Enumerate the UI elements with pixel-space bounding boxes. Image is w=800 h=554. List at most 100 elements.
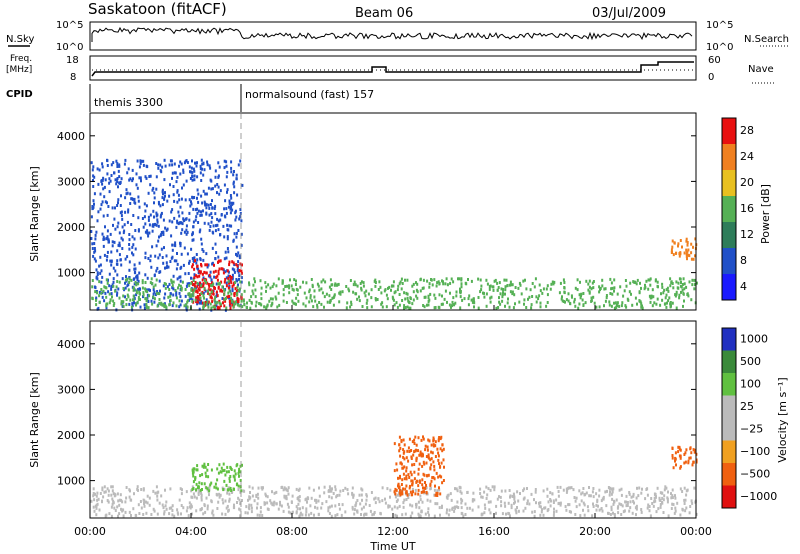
heatmap-cell	[533, 510, 536, 514]
heatmap-cell	[408, 437, 411, 441]
heatmap-cell	[127, 288, 130, 292]
heatmap-cell	[175, 180, 178, 184]
heatmap-cell	[98, 294, 101, 298]
heatmap-cell	[238, 269, 241, 272]
heatmap-cell	[239, 287, 241, 291]
heatmap-cell	[168, 219, 171, 223]
heatmap-cell	[190, 247, 193, 251]
heatmap-cell	[223, 166, 226, 170]
heatmap-cell	[409, 503, 412, 507]
heatmap-cell	[225, 211, 228, 215]
heatmap-cell	[179, 244, 182, 248]
heatmap-cell	[149, 183, 152, 187]
heatmap-cell	[197, 493, 200, 496]
heatmap-cell	[117, 514, 119, 518]
heatmap-cell	[666, 301, 668, 305]
heatmap-cell	[585, 491, 588, 495]
heatmap-cell	[198, 481, 201, 485]
heatmap-cell	[116, 204, 119, 207]
heatmap-cell	[612, 511, 614, 515]
heatmap-cell	[671, 502, 674, 506]
heatmap-cell	[417, 484, 420, 488]
heatmap-cell	[240, 296, 243, 300]
heatmap-cell	[242, 298, 245, 302]
heatmap-cell	[278, 303, 281, 307]
heatmap-cell	[541, 291, 544, 295]
heatmap-cell	[142, 159, 145, 163]
heatmap-cell	[598, 494, 601, 498]
heatmap-cell	[163, 302, 166, 306]
heatmap-cell	[224, 473, 227, 477]
heatmap-cell	[208, 213, 211, 217]
heatmap-cell	[332, 492, 335, 495]
heatmap-cell	[230, 170, 233, 174]
heatmap-cell	[328, 294, 331, 298]
heatmap-cell	[435, 284, 438, 288]
heatmap-cell	[533, 498, 535, 502]
heatmap-cell	[184, 288, 187, 291]
heatmap-cell	[534, 490, 537, 494]
heatmap-cell	[555, 498, 558, 502]
heatmap-cell	[458, 277, 461, 281]
heatmap-cell	[436, 281, 439, 285]
heatmap-cell	[176, 252, 178, 255]
heatmap-cell	[310, 511, 313, 515]
heatmap-cell	[249, 491, 251, 494]
heatmap-cell	[200, 284, 203, 288]
heatmap-cell	[687, 248, 690, 252]
heatmap-cell	[513, 501, 515, 505]
heatmap-cell	[212, 224, 215, 228]
heatmap-cell	[163, 512, 166, 516]
heatmap-cell	[247, 506, 250, 510]
heatmap-cell	[261, 514, 264, 517]
heatmap-cell	[135, 274, 138, 278]
heatmap-cell	[103, 195, 106, 199]
heatmap-cell	[277, 277, 280, 281]
heatmap-cell	[106, 250, 109, 254]
heatmap-cell	[238, 507, 241, 511]
heatmap-cell	[484, 506, 487, 510]
heatmap-cell	[675, 280, 678, 284]
heatmap-cell	[105, 304, 108, 308]
heatmap-cell	[305, 510, 308, 514]
heatmap-cell	[101, 486, 104, 490]
heatmap-cell	[687, 461, 690, 465]
heatmap-cell	[551, 280, 554, 284]
heatmap-cell	[206, 300, 209, 304]
heatmap-cell	[573, 496, 576, 499]
heatmap-cell	[223, 207, 226, 211]
heatmap-cell	[514, 302, 516, 306]
heatmap-cell	[184, 294, 187, 298]
heatmap-cell	[162, 230, 165, 234]
heatmap-cell	[216, 300, 219, 304]
heatmap-cell	[200, 194, 203, 198]
heatmap-cell	[652, 295, 655, 299]
heatmap-cell	[108, 190, 111, 194]
heatmap-cell	[629, 500, 632, 504]
heatmap-cell	[110, 493, 113, 497]
heatmap-cell	[132, 294, 135, 298]
heatmap-cell	[187, 272, 190, 275]
heatmap-cell	[679, 239, 682, 242]
heatmap-cell	[136, 288, 139, 292]
heatmap-cell	[393, 442, 396, 446]
heatmap-cell	[250, 510, 253, 514]
heatmap-cell	[677, 242, 680, 246]
heatmap-cell	[397, 486, 400, 490]
heatmap-cell	[419, 289, 422, 293]
heatmap-cell	[104, 490, 107, 494]
heatmap-cell	[232, 173, 235, 177]
heatmap-cell	[194, 476, 197, 480]
heatmap-cell	[151, 229, 154, 233]
heatmap-cell	[295, 487, 298, 491]
heatmap-cell	[680, 285, 683, 289]
heatmap-cell	[438, 486, 440, 490]
heatmap-cell	[290, 501, 293, 504]
heatmap-cell	[297, 502, 300, 506]
heatmap-cell	[178, 283, 181, 287]
heatmap-cell	[426, 279, 429, 283]
heatmap-cell	[208, 485, 211, 489]
y-tick-label: 4000	[57, 338, 85, 351]
heatmap-cell	[176, 219, 179, 223]
heatmap-cell	[480, 495, 483, 499]
